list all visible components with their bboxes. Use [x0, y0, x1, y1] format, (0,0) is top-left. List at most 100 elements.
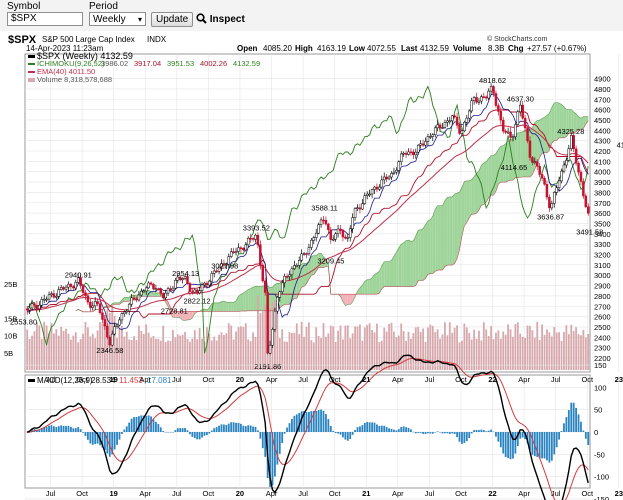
macd-hist-bar	[57, 426, 60, 432]
candle-body	[193, 289, 197, 293]
volume-bar	[507, 324, 509, 370]
macd-hist-bar	[536, 432, 539, 457]
candle-body	[365, 193, 369, 196]
macd-hist-bar	[337, 432, 339, 434]
price-candles	[25, 83, 590, 355]
ema-line	[27, 124, 589, 312]
macd-hist-bar	[492, 431, 495, 433]
macd-hist-bar	[118, 432, 121, 440]
macd-hist-bar	[470, 432, 473, 434]
volume-bar	[35, 322, 38, 370]
candle-body	[319, 219, 323, 225]
candle-body	[327, 223, 330, 231]
period-select[interactable]: Weekly ▾	[89, 12, 146, 26]
cloud-segment	[583, 116, 586, 129]
macd-hist-bar	[213, 428, 216, 432]
volume-bar	[563, 332, 565, 370]
macd-hist-bar	[104, 432, 106, 450]
candle-body	[232, 251, 235, 253]
cloud-segment	[216, 302, 220, 312]
cloud-segment	[369, 277, 373, 295]
macd-hist-bar	[40, 427, 43, 432]
candle-body	[378, 186, 381, 190]
candle-body	[538, 166, 541, 175]
candle-body	[144, 287, 148, 292]
volume-bar	[208, 333, 211, 370]
volume-bar	[213, 336, 216, 370]
macd-hist-bar	[191, 432, 194, 437]
volume-bar	[368, 323, 371, 370]
cloud-segment	[452, 193, 455, 266]
volume-bar	[453, 327, 456, 370]
copyright-text: © StockCharts.com	[487, 35, 548, 43]
volume-bar	[378, 342, 381, 370]
macd-hist-bar	[543, 432, 546, 459]
volume-bar	[130, 340, 133, 370]
x-tick-label-mid: Jul	[172, 375, 182, 384]
cloud-segment	[476, 170, 479, 214]
update-button[interactable]: Update	[151, 12, 194, 27]
macd-hist-bar	[308, 412, 310, 432]
candle-body	[577, 162, 580, 173]
macd-hist-bar	[55, 427, 58, 432]
volume-bar	[230, 325, 233, 370]
volume-bar	[60, 326, 63, 370]
x-tick-label-mid: Jul	[551, 375, 561, 384]
volume-bar	[121, 325, 123, 370]
macd-tick-label: -50	[594, 450, 605, 459]
macd-hist-bar	[412, 431, 415, 433]
cloud-segment	[466, 180, 470, 223]
volume-value: 8.3B	[488, 44, 504, 53]
candle-body	[89, 301, 92, 308]
volume-bar	[113, 315, 116, 370]
x-tick-label-mid: Apr	[518, 375, 530, 384]
candle-body	[526, 127, 529, 142]
legend-ichimoku-val-2: 3917.04	[134, 59, 161, 68]
cloud-segment	[243, 291, 246, 312]
cloud-segment	[585, 116, 589, 125]
volume-bar	[317, 336, 320, 370]
volume-bar	[169, 340, 172, 370]
candle-body	[504, 130, 507, 133]
candle-body	[191, 291, 194, 293]
macd-axis: 150 100 50 0 -50 -100 -150	[594, 361, 609, 500]
inspect-toggle[interactable]: Inspect	[196, 13, 245, 27]
candle-body	[310, 239, 313, 248]
high-value: 4163.19	[317, 44, 346, 53]
candle-body	[484, 96, 488, 99]
x-tick-label-bottom: Oct	[455, 489, 468, 498]
cloud-segment	[364, 279, 368, 295]
open-value: 4085.20	[263, 44, 292, 53]
candle-body	[38, 305, 41, 310]
cloud-segment	[248, 288, 251, 311]
macd-hist-bar	[235, 422, 237, 432]
macd-hist-bar	[424, 432, 427, 435]
volume-bar	[174, 337, 177, 370]
volume-bar	[269, 307, 271, 370]
volume-bar	[252, 332, 254, 370]
cloud-segment	[559, 103, 562, 139]
volume-bar	[526, 325, 529, 370]
volume-bar	[516, 322, 519, 370]
last-label: Last	[401, 44, 418, 53]
candle-body	[84, 292, 87, 296]
candle-body	[465, 117, 469, 123]
cloud-segment	[563, 106, 567, 138]
macd-hist-bar	[84, 432, 87, 436]
last-value: 4132.59	[420, 44, 449, 53]
candle-body	[579, 171, 583, 182]
candle-body	[25, 308, 29, 311]
macd-hist-bar	[582, 430, 585, 432]
macd-lines	[26, 354, 589, 500]
volume-bar	[57, 335, 60, 370]
candle-body	[416, 144, 420, 153]
macd-tick-label: 100	[594, 383, 607, 392]
macd-hist-bar	[497, 432, 500, 442]
volume-bar	[482, 322, 485, 370]
symbol-input[interactable]	[7, 12, 83, 26]
macd-hist-bar	[580, 421, 582, 432]
macd-hist-bar	[91, 432, 94, 445]
cloud-segment	[231, 302, 234, 312]
cloud-segment	[321, 253, 324, 268]
